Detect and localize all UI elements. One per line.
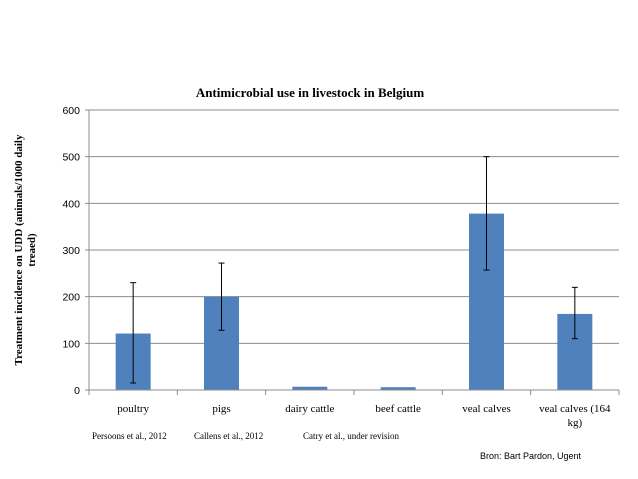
credit-text: Bron: Bart Pardon, Ugent xyxy=(480,451,582,461)
source-callens: Callens et al., 2012 xyxy=(194,431,264,441)
y-tick-label: 0 xyxy=(74,385,80,397)
x-category-label: beef cattle xyxy=(375,403,421,415)
x-axis xyxy=(88,110,620,395)
error-bars xyxy=(130,156,578,384)
source-catry: Catry et al., under revision xyxy=(303,431,399,441)
y-tick-label: 300 xyxy=(62,245,80,257)
x-category-label: pigs xyxy=(212,403,230,415)
y-axis-ticks: 0 100 200 300 400 500 600 xyxy=(62,105,89,397)
x-category-label: veal calves xyxy=(462,403,511,415)
bar-dairy-cattle xyxy=(292,386,328,390)
y-tick-label: 600 xyxy=(62,105,80,117)
source-persoons: Persoons et al., 2012 xyxy=(92,431,167,441)
x-category-label: kg) xyxy=(567,417,582,429)
y-axis-label-line: Treatment incidence on UDD (animals/1000… xyxy=(13,134,25,365)
gridlines xyxy=(89,109,619,344)
y-tick-label: 400 xyxy=(62,198,80,210)
y-axis-label: Treatment incidence on UDD (animals/1000… xyxy=(13,134,38,365)
category-labels: poultry pigs dairy cattle beef cattle veal c… xyxy=(117,403,611,429)
x-category-label: dairy cattle xyxy=(285,403,334,415)
chart-title: Antimicrobial use in livestock in Belgiu… xyxy=(196,85,425,100)
bars xyxy=(115,213,593,390)
bar-beef-cattle xyxy=(380,387,416,390)
x-category-label: veal calves (164 xyxy=(539,403,611,415)
y-tick-label: 500 xyxy=(62,152,80,164)
y-axis-label-line: treaed) xyxy=(26,233,38,267)
x-category-label: poultry xyxy=(117,403,149,415)
y-tick-label: 100 xyxy=(62,338,80,350)
y-tick-label: 200 xyxy=(62,292,80,304)
